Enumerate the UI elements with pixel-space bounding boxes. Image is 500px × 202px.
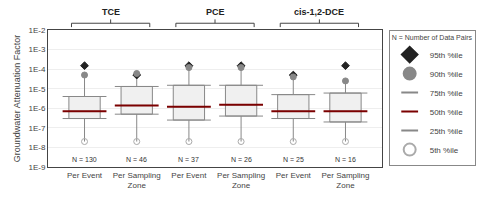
svg-text:N = 46: N = 46	[126, 156, 147, 163]
svg-text:1E-3: 1E-3	[28, 45, 45, 54]
svg-text:1E-7: 1E-7	[28, 124, 45, 133]
svg-text:Per SamplingZone: Per SamplingZone	[321, 171, 369, 190]
svg-text:N = 26: N = 26	[231, 156, 252, 163]
svg-text:N = 25: N = 25	[283, 156, 304, 163]
svg-text:5th %ile: 5th %ile	[430, 146, 459, 155]
svg-text:1E-5: 1E-5	[28, 85, 45, 94]
svg-text:25th %ile: 25th %ile	[430, 127, 463, 136]
svg-text:N = 130: N = 130	[72, 156, 97, 163]
svg-text:Per SamplingZone: Per SamplingZone	[217, 171, 265, 190]
svg-text:1E-8: 1E-8	[28, 143, 45, 152]
svg-text:50th %ile: 50th %ile	[430, 108, 463, 117]
svg-text:Per SamplingZone: Per SamplingZone	[113, 171, 161, 190]
svg-text:N = 37: N = 37	[178, 156, 199, 163]
svg-text:Groundwater Attenuation Factor: Groundwater Attenuation Factor	[12, 35, 22, 163]
svg-text:N = Number of Data Pairs: N = Number of Data Pairs	[392, 34, 473, 41]
svg-text:1E-4: 1E-4	[28, 65, 45, 74]
svg-text:90th %ile: 90th %ile	[430, 70, 463, 79]
svg-text:cis-1,2-DCE: cis-1,2-DCE	[294, 7, 344, 17]
svg-text:95th %ile: 95th %ile	[430, 51, 463, 60]
svg-text:1E-9: 1E-9	[28, 163, 45, 172]
svg-text:N = 16: N = 16	[335, 156, 356, 163]
svg-text:1E-6: 1E-6	[28, 104, 45, 113]
svg-text:75th %ile: 75th %ile	[430, 89, 463, 98]
svg-text:Per Event: Per Event	[67, 171, 103, 180]
svg-text:PCE: PCE	[206, 7, 225, 17]
svg-text:1E-2: 1E-2	[28, 26, 45, 35]
svg-text:TCE: TCE	[102, 7, 120, 17]
svg-text:Per Event: Per Event	[276, 171, 312, 180]
svg-text:Per Event: Per Event	[171, 171, 207, 180]
